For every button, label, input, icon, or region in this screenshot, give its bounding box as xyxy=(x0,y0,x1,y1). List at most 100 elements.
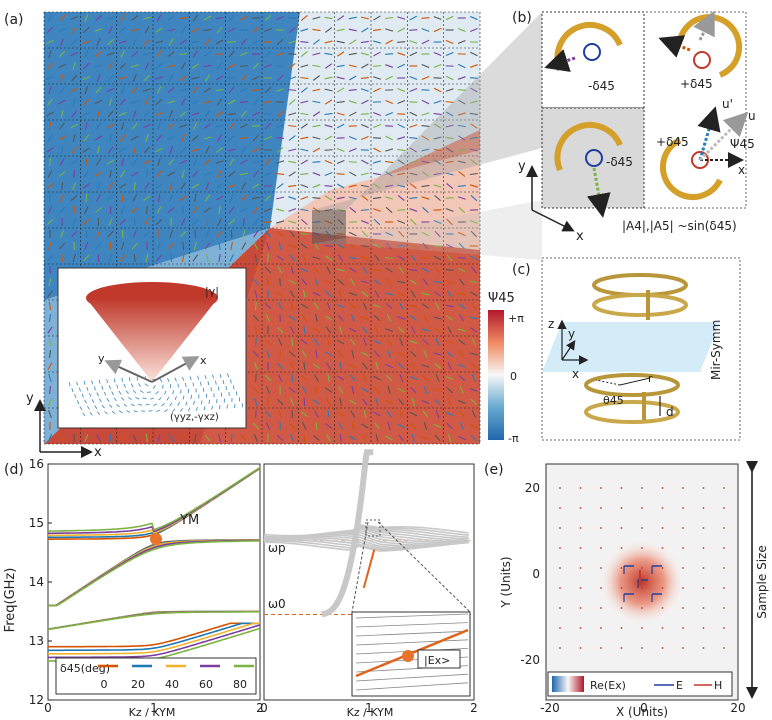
field-arrow xyxy=(216,230,223,238)
field-arrow xyxy=(327,409,330,419)
field-arrow xyxy=(120,50,125,58)
cone-field-arrow xyxy=(155,391,159,395)
b-x-label: x xyxy=(738,163,745,177)
field-arrow xyxy=(145,254,149,262)
field-arrow xyxy=(121,193,124,203)
field-arrow xyxy=(119,26,127,34)
field-arrow xyxy=(373,40,381,44)
field-arrow xyxy=(264,266,272,274)
field-arrow xyxy=(469,64,478,68)
field-arrow xyxy=(85,193,88,203)
field-arrow xyxy=(216,98,223,106)
field-arrow xyxy=(409,208,418,212)
field-arrow xyxy=(47,362,53,370)
field-arrow xyxy=(84,50,89,58)
field-arrow xyxy=(167,87,175,93)
field-arrow xyxy=(194,433,197,443)
field-arrow xyxy=(119,183,127,189)
field-arrow xyxy=(397,87,406,93)
band-curve xyxy=(48,622,260,655)
field-arrow xyxy=(215,52,224,56)
field-arrow xyxy=(143,110,151,118)
field-arrow xyxy=(194,193,197,203)
cone-field-arrow xyxy=(76,400,80,405)
cone-field-arrow xyxy=(144,383,149,387)
field-arrow xyxy=(385,328,394,332)
field-arrow xyxy=(203,136,212,140)
field-arrow xyxy=(265,230,271,238)
cone-field-arrow xyxy=(123,383,126,388)
field-arrow xyxy=(119,134,126,142)
field-arrow xyxy=(421,135,430,141)
field-arrow xyxy=(457,63,466,69)
field-arrow xyxy=(325,290,332,298)
field-arrow xyxy=(409,147,418,153)
field-arrow xyxy=(433,387,442,393)
cone-field-arrow xyxy=(133,410,138,413)
field-arrow xyxy=(324,124,333,128)
field-arrow xyxy=(325,423,333,429)
field-arrow xyxy=(375,362,379,370)
field-arrow xyxy=(203,207,211,213)
field-arrow xyxy=(373,183,381,189)
field-arrow xyxy=(288,386,296,394)
field-arrow xyxy=(276,290,284,298)
field-arrow xyxy=(192,86,198,94)
e-legend-field: Re(Ex) xyxy=(590,679,626,692)
field-arrow xyxy=(157,242,161,250)
field-arrow xyxy=(130,135,139,141)
field-arrow xyxy=(350,278,356,286)
field-arrow xyxy=(264,338,272,346)
field-arrow xyxy=(239,87,248,93)
field-arrow xyxy=(48,349,52,359)
field-arrow xyxy=(361,159,369,165)
field-arrow xyxy=(203,28,212,32)
field-arrow xyxy=(300,136,309,140)
field-arrow xyxy=(288,135,296,141)
field-arrow xyxy=(410,386,417,394)
field-arrow xyxy=(133,181,136,191)
field-arrow xyxy=(227,112,236,116)
panel-label-c: (c) xyxy=(512,262,531,278)
field-arrow xyxy=(348,88,357,92)
field-arrow xyxy=(360,172,369,176)
field-arrow xyxy=(60,434,65,442)
field-arrow xyxy=(290,265,294,275)
field-arrow xyxy=(314,278,319,286)
field-arrow xyxy=(445,279,454,285)
field-arrow xyxy=(266,386,270,394)
field-arrow xyxy=(324,88,333,92)
field-arrow xyxy=(409,75,418,81)
field-arrow xyxy=(314,410,319,418)
inset-y-label: y xyxy=(98,352,105,365)
field-arrow xyxy=(181,218,186,226)
svg-text:-20: -20 xyxy=(520,653,540,667)
field-arrow xyxy=(155,147,163,153)
field-arrow xyxy=(228,122,235,130)
panel-b-box: -δ45 +δ45 -δ45 +δ45 u' u Ψ45 x xyxy=(541,10,756,218)
field-arrow xyxy=(373,87,381,93)
field-arrow xyxy=(338,254,344,262)
field-arrow xyxy=(313,266,320,274)
cone-field-arrow xyxy=(156,409,161,413)
field-arrow xyxy=(423,422,428,430)
cone-field-arrow xyxy=(91,399,95,404)
field-arrow xyxy=(445,160,454,164)
field-arrow xyxy=(239,65,248,67)
field-arrow xyxy=(421,63,430,69)
field-arrow xyxy=(398,434,405,442)
field-arrow xyxy=(360,316,369,320)
cone-field-arrow xyxy=(135,396,140,400)
field-arrow xyxy=(181,433,185,443)
field-arrow xyxy=(59,194,65,202)
field-arrow xyxy=(146,241,148,251)
ym-label: YM xyxy=(179,513,199,528)
field-arrow xyxy=(253,434,258,442)
field-arrow xyxy=(312,75,320,81)
ring4-label: +δ45 xyxy=(656,135,689,149)
field-arrow xyxy=(169,230,174,238)
field-arrow xyxy=(276,173,285,175)
field-arrow xyxy=(254,326,258,334)
field-arrow xyxy=(181,253,185,263)
cone-field-arrow xyxy=(164,390,167,395)
